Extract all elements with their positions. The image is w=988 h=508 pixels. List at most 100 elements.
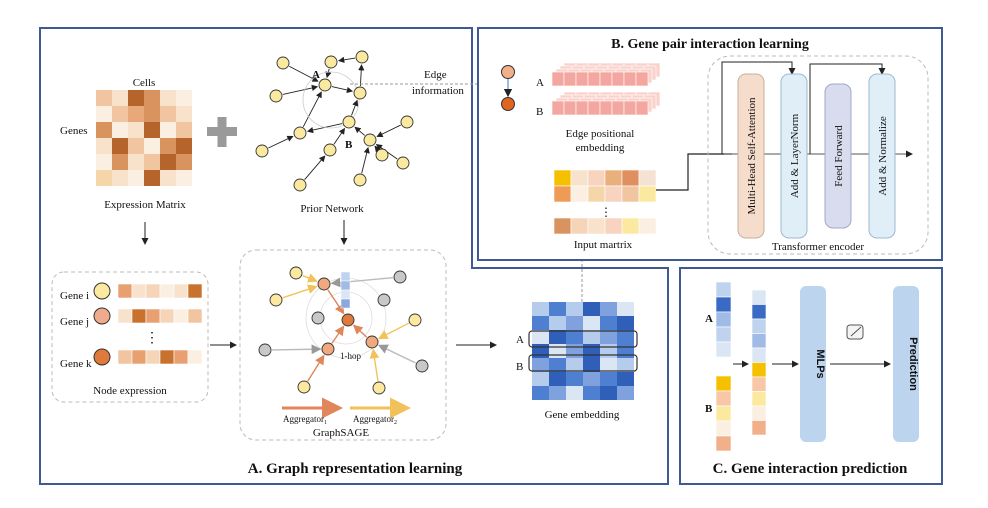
input-matrix-cell (638, 185, 657, 203)
sage-node (258, 343, 272, 357)
embedding-cell (566, 302, 583, 316)
network-edge (354, 126, 365, 136)
addnorm1-block (780, 73, 808, 239)
positional-embedding-cell (575, 71, 589, 87)
ff-block (824, 83, 852, 229)
expression-cell (128, 154, 144, 170)
embedding-cell (617, 372, 634, 386)
sage-node (311, 311, 325, 325)
embedding-cell (549, 358, 566, 372)
input-matrix-cell (570, 185, 589, 203)
embedding-cell (600, 344, 617, 358)
panel-c: A B MLPs Prediction C. Gene interaction … (679, 267, 943, 485)
gene-embedding-matrix (528, 302, 638, 400)
expression-cell (96, 106, 112, 122)
gene-j-node (93, 307, 111, 325)
sage-node (297, 380, 311, 394)
cells-label: Cells (133, 77, 156, 89)
embedding-cell (566, 344, 583, 358)
node-expression-cell (173, 349, 189, 365)
aggregator2-label: Aggregator2 (353, 414, 397, 426)
node-expression-cell (187, 308, 203, 324)
embedding-cell (549, 344, 566, 358)
positional-embedding-cell (623, 71, 637, 87)
embedding-cell (532, 386, 549, 400)
mhsa-text: Multi-Head Self-Attention (746, 97, 758, 215)
network-edge (331, 86, 354, 94)
sage-edge (369, 348, 380, 382)
network-edge (333, 127, 346, 145)
expression-cell (144, 170, 160, 186)
expression-cell (176, 170, 192, 186)
embedding-cell (600, 372, 617, 386)
concat-vector-cell (751, 318, 767, 334)
embedding-cell (600, 386, 617, 400)
concat-vector-cell (751, 333, 767, 349)
positional-embedding-cell (611, 100, 625, 116)
sage-edge (282, 284, 318, 299)
positional-embedding-cell (551, 71, 565, 87)
addnorm1-text: Add & LayerNorm (789, 113, 801, 198)
node-expression-ellipsis: ⋮ (145, 331, 159, 346)
vector-a-cell (715, 281, 732, 298)
network-edge (282, 84, 319, 95)
node-expression-cell (159, 308, 175, 324)
sage-node (289, 266, 303, 280)
sage-node (377, 293, 391, 307)
node-expression-cell (131, 308, 147, 324)
sage-vector-cell (340, 280, 351, 291)
panel-a: Cells Genes Expression Matrix A B Prior … (39, 27, 669, 485)
node-expression-cell (159, 283, 175, 299)
node-expression-cell (145, 283, 161, 299)
sage-edge (271, 344, 322, 355)
embedding-cell (532, 302, 549, 316)
expression-cell (144, 122, 160, 138)
sage-node (341, 313, 355, 327)
edge-pos-line2: embedding (576, 142, 625, 154)
node-expression-cell (117, 283, 133, 299)
node-b-label: B (345, 139, 353, 151)
node-expression-cell (145, 308, 161, 324)
expression-cell (144, 90, 160, 106)
expression-cell (160, 106, 176, 122)
sage-vector-cell (340, 289, 351, 300)
expression-cell (160, 90, 176, 106)
sage-node (408, 313, 422, 327)
positional-embedding-cell (551, 100, 565, 116)
vector-b-cell (715, 390, 732, 407)
expression-cell (176, 122, 192, 138)
network-node (269, 89, 283, 103)
input-matrix-cell (604, 169, 623, 187)
embedding-cell (583, 358, 600, 372)
gene-i-node (93, 282, 111, 300)
network-edge (268, 135, 294, 149)
node-expression-label: Node expression (93, 385, 167, 397)
embedding-cell (583, 344, 600, 358)
expression-cell (176, 154, 192, 170)
embedding-cell (566, 358, 583, 372)
addnorm2-block (868, 73, 896, 239)
vector-a-cell (715, 326, 732, 343)
vector-a-cell (715, 311, 732, 328)
expression-cell (96, 138, 112, 154)
input-matrix-cell (553, 169, 572, 187)
sage-edge (327, 289, 345, 315)
embedding-cell (600, 358, 617, 372)
embedding-cell (532, 330, 549, 344)
input-matrix-cell (587, 217, 606, 235)
network-edge (374, 145, 381, 153)
network-edge (376, 124, 401, 137)
prior-network-label: Prior Network (300, 203, 364, 215)
node-expression-cell (117, 308, 133, 324)
panel-c-title: C. Gene interaction prediction (713, 461, 908, 477)
concat-vector-cell (751, 362, 767, 378)
expression-cell (96, 154, 112, 170)
sage-node (317, 277, 331, 291)
concat-vector-cell (751, 304, 767, 320)
plus-icon (207, 117, 237, 147)
sage-vector-cell (340, 298, 351, 309)
concat-vector-cell (751, 289, 767, 305)
input-matrix-cell (604, 217, 623, 235)
positional-embedding-cell (563, 71, 577, 87)
